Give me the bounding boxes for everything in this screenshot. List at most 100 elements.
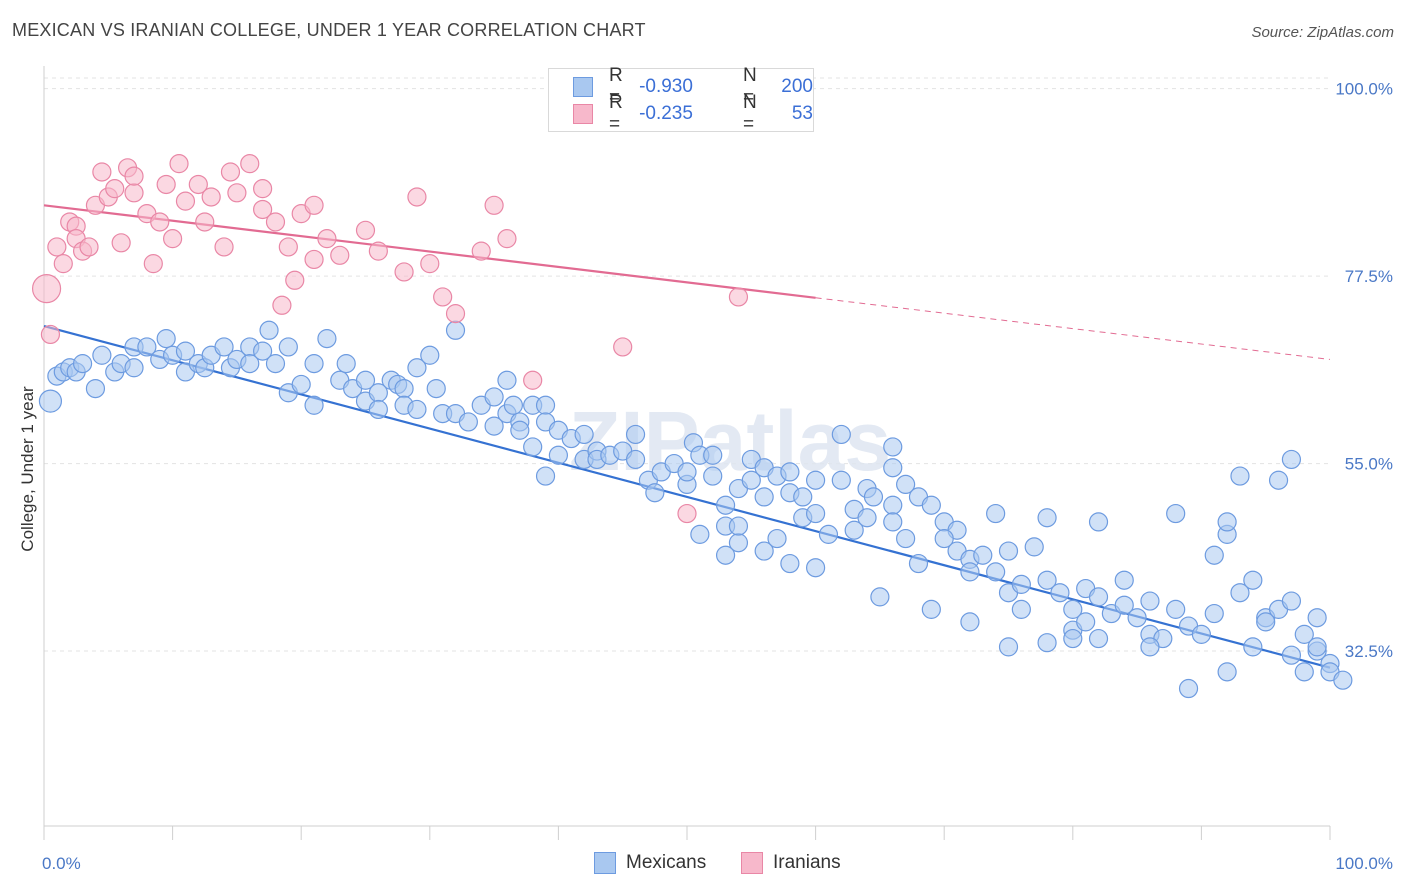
point-mexicans [934,528,954,549]
legend-r-value: -0.930 [639,76,693,97]
legend-r-label: R = [608,65,623,108]
point-iranians [40,324,61,345]
point-mexicans [998,541,1019,561]
point-mexicans [1281,645,1302,665]
point-iranians [79,237,99,257]
point-mexicans [1243,637,1263,657]
y-axis-label: College, Under 1 year [18,386,37,552]
point-mexicans [291,374,311,395]
point-mexicans [214,337,234,357]
point-mexicans [863,487,884,507]
point-iranians [330,245,350,265]
point-mexicans [1076,612,1096,632]
point-mexicans [908,553,929,574]
point-mexicans [1307,637,1327,657]
point-mexicans [625,424,646,445]
point-mexicans [857,508,877,528]
point-mexicans [1063,599,1083,619]
point-mexicans [780,462,800,482]
point-iranians [265,212,286,232]
point-iranians [253,179,273,199]
point-mexicans [407,358,427,378]
point-mexicans [535,466,556,486]
point-iranians [105,179,125,199]
point-mexicans [1166,599,1186,619]
legend-n-label: N = [742,65,757,108]
point-mexicans [1140,591,1160,611]
point-mexicans [259,320,279,340]
series-legend-iranians: Iranians [741,852,841,874]
chart-source: Source: ZipAtlas.com [1251,24,1394,41]
point-mexicans [1294,662,1314,682]
point-mexicans [240,354,260,374]
point-mexicans [336,354,356,374]
point-mexicans [265,354,286,374]
point-iranians [124,166,144,186]
point-mexicans [1230,466,1250,486]
point-mexicans [1268,470,1289,490]
point-mexicans [767,528,787,549]
point-mexicans [407,399,427,420]
point-mexicans [715,545,736,565]
point-mexicans [1243,570,1263,590]
axis-labels: 100.0% 77.5% 55.0% 32.5% 0.0% 100.0% College, … [18,80,1393,873]
point-mexicans [278,337,298,357]
legend-r-value: -0.235 [639,103,693,124]
chart-title: MEXICAN VS IRANIAN COLLEGE, UNDER 1 YEAR… [12,20,646,40]
y-tick-label: 77.5% [1345,267,1393,286]
point-mexicans [921,495,941,515]
point-mexicans [690,524,710,544]
point-iranians [175,191,196,211]
point-mexicans [355,370,376,390]
point-mexicans [1037,633,1057,653]
point-mexicans [960,612,980,632]
point-mexicans [1281,591,1302,611]
point-mexicans [1127,608,1147,628]
data-points [31,95,1353,699]
point-iranians [285,270,305,290]
point-mexicans [1037,570,1057,590]
point-iranians [613,337,633,357]
point-iranians [433,287,453,307]
point-iranians [150,212,170,232]
point-mexicans [645,483,665,503]
point-mexicans [1063,628,1083,649]
point-mexicans [883,495,903,515]
point-mexicans [998,637,1019,657]
point-mexicans [844,520,864,540]
correlation-legend: R = -0.930 N = 200 R = -0.235 N = 53 [548,65,814,135]
point-mexicans [156,329,176,349]
y-tick-label: 32.5% [1345,642,1393,661]
point-iranians [484,195,504,215]
point-mexicans [137,337,157,357]
point-mexicans [703,466,723,486]
point-mexicans [793,487,813,507]
point-iranians [143,254,163,274]
point-mexicans [780,553,800,574]
point-mexicans [445,320,466,340]
trend-line-extension-iranians [815,297,1331,360]
point-iranians [111,233,131,253]
point-iranians [677,503,697,524]
point-mexicans [304,395,324,415]
series-swatch-mexicans [594,852,616,874]
point-iranians [47,237,67,257]
point-iranians [53,254,73,274]
point-mexicans [175,341,196,361]
point-mexicans [1088,512,1109,532]
point-mexicans [1333,670,1353,690]
point-mexicans [1281,449,1302,470]
series-label-mexicans: Mexicans [626,852,707,873]
point-mexicans [805,470,826,490]
point-iranians [304,195,324,215]
point-mexicans [1178,678,1199,699]
point-mexicans [1011,574,1031,594]
point-mexicans [883,512,903,532]
point-mexicans [1114,595,1134,615]
point-mexicans [831,470,851,490]
point-mexicans [38,389,63,413]
point-mexicans [1230,583,1250,603]
point-mexicans [1166,503,1186,524]
point-iranians [471,241,491,261]
